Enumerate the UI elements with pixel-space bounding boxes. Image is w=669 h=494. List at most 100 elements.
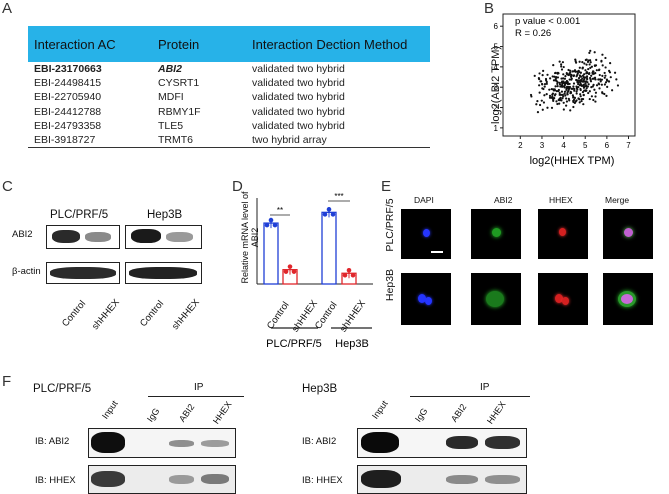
scatter-point xyxy=(553,75,556,78)
scatter-point xyxy=(566,82,569,85)
western-c-blot-abi2-right xyxy=(125,225,202,249)
scatter-point xyxy=(587,67,590,71)
scatter-point xyxy=(557,89,560,93)
scatter-point xyxy=(569,90,572,93)
ip-left-ip-line xyxy=(148,396,244,397)
scatter-x-tick-label: 3 xyxy=(540,141,545,150)
ip-left-lane-3: ABI2 xyxy=(177,402,197,424)
data-point xyxy=(326,207,332,212)
scatter-point xyxy=(559,96,562,99)
scatter-y-label: log2(ABI2 TPM) xyxy=(490,45,502,125)
ip-right-blot-hhex xyxy=(357,465,527,494)
scatter-x-tick-label: 7 xyxy=(626,141,631,150)
scatter-point xyxy=(529,93,533,97)
nucleus xyxy=(423,229,430,237)
scatter-point xyxy=(601,53,604,56)
band xyxy=(129,267,197,279)
cell-method: validated two hybrid xyxy=(252,119,345,132)
western-c-cell1: PLC/PRF/5 xyxy=(50,209,109,221)
scatter-point xyxy=(595,69,598,72)
scatter-point xyxy=(588,97,591,101)
scatter-point xyxy=(551,95,554,98)
scatter-point xyxy=(565,104,568,107)
band xyxy=(52,230,80,243)
ip-right-lane-2: IgG xyxy=(413,406,430,424)
scatter-point xyxy=(603,76,606,79)
scatter-point xyxy=(538,84,541,87)
scatter-point xyxy=(564,75,567,78)
scatter-point xyxy=(595,58,598,61)
scatter-point xyxy=(600,78,604,81)
scatter-point xyxy=(594,91,598,94)
band xyxy=(131,229,161,243)
band xyxy=(91,432,125,453)
ip-left-title: PLC/PRF/5 xyxy=(33,383,92,395)
scatter-point xyxy=(558,81,561,84)
band xyxy=(91,471,125,487)
scatter-point xyxy=(609,76,612,79)
if-image-dapi-2 xyxy=(401,273,451,325)
scatter-point xyxy=(586,81,589,84)
scatter-point xyxy=(551,75,554,78)
scatter-point xyxy=(539,80,542,83)
scatter-point xyxy=(543,94,546,97)
scatter-point xyxy=(582,79,585,82)
scatter-point xyxy=(611,89,614,92)
scatter-point xyxy=(581,77,584,80)
scatter-point xyxy=(581,61,584,64)
scatter-point xyxy=(569,73,572,76)
cell-ac: EBI-24412788 xyxy=(34,105,102,118)
scatter-point xyxy=(582,93,585,96)
panel-label-d: D xyxy=(232,178,243,195)
scatter-y-tick-label: 4 xyxy=(494,63,499,72)
scatter-point xyxy=(585,84,588,87)
scatter-point xyxy=(590,74,593,77)
scatter-point xyxy=(554,93,557,96)
cell-signal xyxy=(621,294,633,304)
scatter-y-tick-label: 5 xyxy=(494,43,499,52)
cell-method: validated two hybrid xyxy=(252,91,345,104)
scatter-point xyxy=(598,73,601,77)
scatter-point xyxy=(593,64,596,67)
data-point xyxy=(346,267,352,273)
scatter-point xyxy=(554,77,557,81)
scatter-point xyxy=(582,85,585,88)
scatter-point xyxy=(591,85,594,88)
ip-left-row2: IB: HHEX xyxy=(35,475,76,486)
scatter-point xyxy=(604,74,607,77)
scatter-point xyxy=(588,90,591,93)
scatter-point xyxy=(607,80,611,83)
data-point xyxy=(330,212,336,217)
scatter-point xyxy=(601,74,604,77)
scatter-point xyxy=(565,97,568,100)
scatter-point xyxy=(552,89,555,92)
scatter-point xyxy=(585,63,588,66)
panel-label-f: F xyxy=(2,373,12,390)
scatter-point xyxy=(563,90,567,93)
scatter-y-tick-label: 2 xyxy=(494,104,499,113)
scatter-point xyxy=(579,95,582,98)
scatter-point xyxy=(585,89,588,92)
table-row: EBI-24498415 CYSRT1 validated two hybrid xyxy=(28,76,430,90)
scatter-point xyxy=(565,79,569,83)
data-point xyxy=(268,217,274,223)
scatter-point xyxy=(577,77,581,80)
scatter-point xyxy=(565,100,569,103)
ip-right-row1: IB: ABI2 xyxy=(302,436,337,447)
scatter-point xyxy=(613,71,617,74)
scatter-point xyxy=(568,82,571,86)
scatter-point xyxy=(594,95,597,98)
scatter-point xyxy=(566,93,569,96)
scatter-point xyxy=(586,85,589,88)
data-point xyxy=(287,264,293,269)
cell-protein: MDFI xyxy=(158,91,184,104)
scatter-point xyxy=(558,60,561,63)
scatter-point xyxy=(584,58,587,62)
scatter-point xyxy=(594,72,597,75)
cell-method: validated two hybrid xyxy=(252,63,345,75)
scatter-x-label: log2(HHEX TPM) xyxy=(530,155,615,167)
scatter-p-value: p value < 0.001 xyxy=(515,16,580,27)
scatter-point xyxy=(569,75,573,78)
scatter-point xyxy=(604,66,607,69)
scatter-point xyxy=(592,77,595,80)
